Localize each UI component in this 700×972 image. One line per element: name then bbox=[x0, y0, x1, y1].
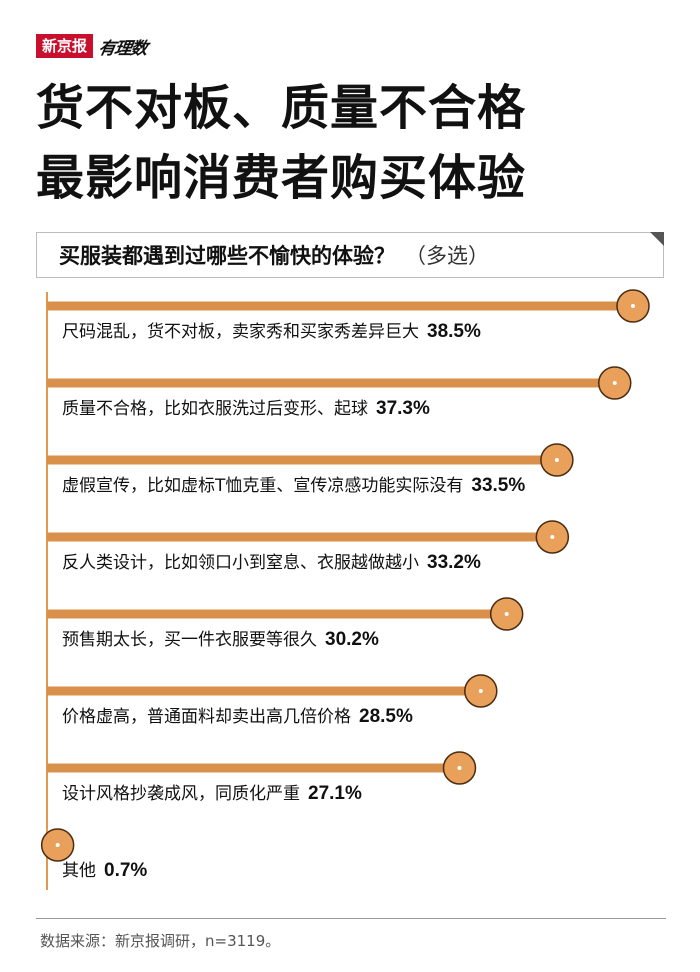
brand-name: 新京报 bbox=[36, 34, 94, 58]
question-note: （多选） bbox=[405, 244, 489, 268]
category-label-6: 价格虚高，普通面料却卖出高几倍价格 bbox=[62, 707, 351, 727]
bar-4 bbox=[47, 532, 553, 542]
value-label-6: 28.5% bbox=[359, 706, 413, 727]
footer-divider bbox=[36, 918, 666, 919]
value-label-3: 33.5% bbox=[471, 475, 526, 496]
bar-label-8: 其他 0.7% bbox=[62, 860, 147, 882]
bar-6 bbox=[47, 686, 481, 696]
value-label-5: 30.2% bbox=[325, 629, 379, 650]
category-label-4: 反人类设计，比如领口小到窒息、衣服越做越小 bbox=[62, 553, 419, 573]
bar-label-4: 反人类设计，比如领口小到窒息、衣服越做越小 33.2% bbox=[62, 552, 481, 574]
bar-7 bbox=[47, 763, 460, 773]
bar-2 bbox=[47, 378, 615, 388]
bar-end-dot-1 bbox=[631, 304, 635, 308]
bar-label-3: 虚假宣传，比如虚标T恤克重、宣传凉感功能实际没有 33.5% bbox=[62, 475, 525, 497]
bar-end-dot-2 bbox=[612, 381, 617, 385]
category-label-1: 尺码混乱，货不对板，卖家秀和买家秀差异巨大 bbox=[62, 322, 419, 342]
brand-logo: 新京报 有理数 bbox=[36, 34, 148, 59]
category-label-3: 虚假宣传，比如虚标T恤克重、宣传凉感功能实际没有 bbox=[62, 476, 464, 496]
question-text: 买服装都遇到过哪些不愉快的体验？ bbox=[59, 244, 395, 268]
question-box: 买服装都遇到过哪些不愉快的体验？ （多选） bbox=[36, 232, 664, 278]
bar-end-dot-6 bbox=[478, 689, 483, 693]
data-source: 数据来源：新京报调研，n=3119。 bbox=[40, 932, 281, 950]
value-label-8: 0.7% bbox=[104, 860, 148, 881]
bar-label-5: 预售期太长，买一件衣服要等很久 30.2% bbox=[62, 629, 379, 651]
value-label-2: 37.3% bbox=[376, 398, 430, 419]
bar-end-dot-8 bbox=[55, 843, 60, 847]
bar-3 bbox=[47, 455, 557, 465]
bar-end-dot-5 bbox=[504, 612, 509, 616]
question-text-wrap: 买服装都遇到过哪些不愉快的体验？ （多选） bbox=[59, 241, 489, 271]
category-label-7: 设计风格抄袭成风，同质化严重 bbox=[62, 784, 300, 804]
bar-5 bbox=[47, 609, 507, 619]
bar-label-2: 质量不合格，比如衣服洗过后变形、起球 37.3% bbox=[62, 398, 430, 420]
bar-end-dot-3 bbox=[554, 458, 559, 462]
bar-1 bbox=[47, 301, 633, 311]
category-label-5: 预售期太长，买一件衣服要等很久 bbox=[62, 630, 317, 650]
bar-end-dot-7 bbox=[457, 766, 462, 770]
headline-line-2: 最影响消费者购买体验 bbox=[36, 150, 527, 206]
chart-axis-line bbox=[46, 292, 48, 890]
value-label-7: 27.1% bbox=[308, 783, 362, 804]
category-label-8: 其他 bbox=[62, 861, 96, 881]
bar-label-1: 尺码混乱，货不对板，卖家秀和买家秀差异巨大 38.5% bbox=[62, 321, 481, 343]
value-label-1: 38.5% bbox=[427, 321, 481, 342]
bar-end-dot-4 bbox=[550, 535, 555, 539]
category-label-2: 质量不合格，比如衣服洗过后变形、起球 bbox=[62, 399, 368, 419]
bar-label-6: 价格虚高，普通面料却卖出高几倍价格 28.5% bbox=[62, 706, 413, 728]
headline-line-1: 货不对板、质量不合格 bbox=[36, 80, 527, 136]
bar-label-7: 设计风格抄袭成风，同质化严重 27.1% bbox=[62, 783, 362, 805]
value-label-4: 33.2% bbox=[427, 552, 481, 573]
